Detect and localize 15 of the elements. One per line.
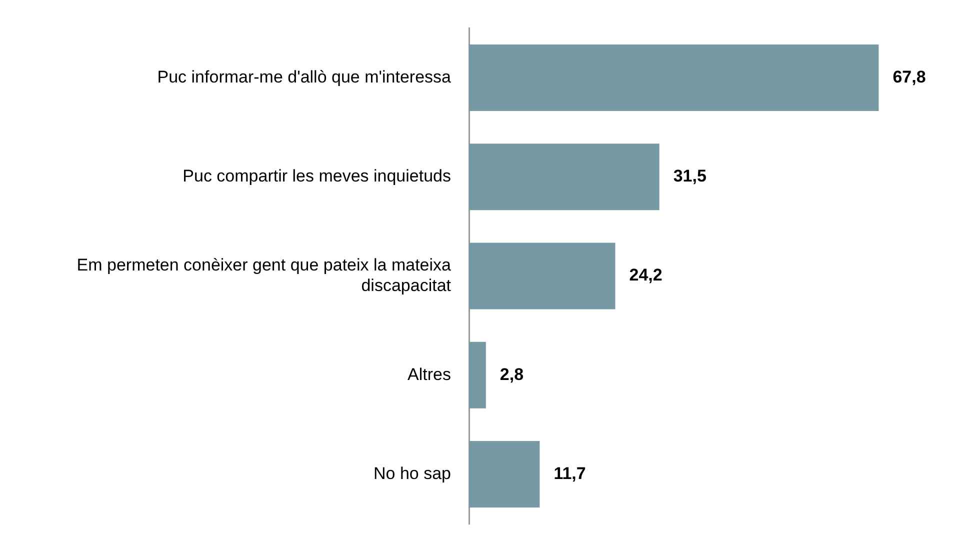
bar (469, 441, 540, 508)
data-label: 2,8 (500, 364, 524, 384)
bar (469, 144, 660, 210)
data-label: 31,5 (673, 166, 706, 186)
data-label: 11,7 (554, 464, 586, 483)
bar (469, 44, 879, 111)
bar (469, 242, 616, 310)
bar (469, 342, 486, 408)
y-tick-label: Puc compartir les meves inquietuds (182, 166, 451, 186)
y-tick-label: Altres (408, 364, 451, 384)
y-tick-label: Puc informar-me d'allò que m'interessa (157, 67, 452, 86)
y-tick-label: Em permeten conèixer gent que pateix la mateixa discapacitat (76, 255, 452, 295)
data-label: 24,2 (629, 266, 662, 285)
y-tick-label: No ho sap (374, 464, 451, 483)
data-label: 67,8 (892, 67, 926, 86)
